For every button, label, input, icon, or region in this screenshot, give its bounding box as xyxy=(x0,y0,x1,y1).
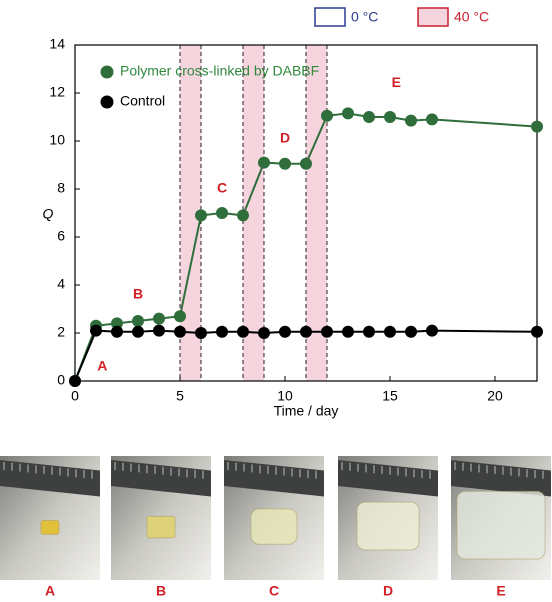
data-point xyxy=(384,326,396,338)
gel-sample xyxy=(41,521,59,535)
data-point xyxy=(405,326,417,338)
data-point xyxy=(384,111,396,123)
photo xyxy=(224,456,324,580)
photo xyxy=(111,456,211,580)
legend-label: Control xyxy=(120,93,165,109)
data-point xyxy=(531,326,543,338)
photo-label: B xyxy=(156,583,166,599)
legend-marker xyxy=(101,96,114,109)
data-point xyxy=(342,326,354,338)
photo xyxy=(451,456,551,580)
data-point xyxy=(363,326,375,338)
y-axis-label: Q xyxy=(43,206,54,222)
band-legend-label: 0 °C xyxy=(351,9,378,25)
photo xyxy=(0,456,100,580)
data-point xyxy=(174,310,186,322)
data-point xyxy=(300,158,312,170)
x-tick-label: 10 xyxy=(277,388,293,404)
data-point xyxy=(405,115,417,127)
x-tick-label: 15 xyxy=(382,388,398,404)
y-tick-label: 12 xyxy=(49,84,65,100)
band-legend-box xyxy=(315,8,345,26)
annotation: D xyxy=(280,129,290,145)
photo-label: E xyxy=(496,583,505,599)
band-legend-label: 40 °C xyxy=(454,9,489,25)
data-point xyxy=(195,209,207,221)
x-tick-label: 20 xyxy=(487,388,503,404)
annotation: C xyxy=(217,180,227,196)
gel-sample xyxy=(251,509,297,544)
band-legend-box xyxy=(418,8,448,26)
gel-sample xyxy=(457,491,545,559)
annotation: A xyxy=(97,357,107,373)
data-point xyxy=(132,326,144,338)
data-point xyxy=(153,325,165,337)
data-point xyxy=(237,209,249,221)
data-point xyxy=(132,315,144,327)
photo-label: D xyxy=(383,583,393,599)
figure: Q Time / day 0 2 4 6 8 10 12 14 0 5 10 15 20 Polymer … xyxy=(0,0,552,602)
photo-label: C xyxy=(269,583,279,599)
y-tick-label: 6 xyxy=(57,228,65,244)
data-point xyxy=(195,327,207,339)
data-point xyxy=(321,326,333,338)
annotation: B xyxy=(133,285,143,301)
legend-marker xyxy=(101,66,114,79)
y-tick-label: 0 xyxy=(57,372,65,388)
x-tick-label: 0 xyxy=(71,388,79,404)
data-point xyxy=(279,158,291,170)
data-point xyxy=(90,325,102,337)
legend-label: Polymer cross-linked by DABBF xyxy=(120,63,319,79)
data-point xyxy=(300,326,312,338)
data-point xyxy=(174,326,186,338)
data-point xyxy=(258,157,270,169)
data-point xyxy=(426,325,438,337)
data-point xyxy=(216,326,228,338)
y-tick-label: 4 xyxy=(57,276,65,292)
data-point xyxy=(69,375,81,387)
gel-sample xyxy=(357,502,419,550)
data-point xyxy=(342,107,354,119)
data-point xyxy=(531,121,543,133)
data-point xyxy=(258,327,270,339)
data-point xyxy=(321,110,333,122)
photo xyxy=(338,456,438,580)
data-point xyxy=(237,326,249,338)
x-tick-label: 5 xyxy=(176,388,184,404)
y-tick-label: 8 xyxy=(57,180,65,196)
y-tick-label: 2 xyxy=(57,324,65,340)
data-point xyxy=(363,111,375,123)
data-point xyxy=(111,326,123,338)
gel-sample xyxy=(147,516,175,538)
y-tick-label: 14 xyxy=(49,36,65,52)
data-point xyxy=(216,207,228,219)
data-point xyxy=(279,326,291,338)
y-tick-label: 10 xyxy=(49,132,65,148)
data-point xyxy=(153,313,165,325)
annotation: E xyxy=(392,74,401,90)
data-point xyxy=(426,113,438,125)
x-axis-label: Time / day xyxy=(274,403,339,419)
photo-label: A xyxy=(45,583,55,599)
